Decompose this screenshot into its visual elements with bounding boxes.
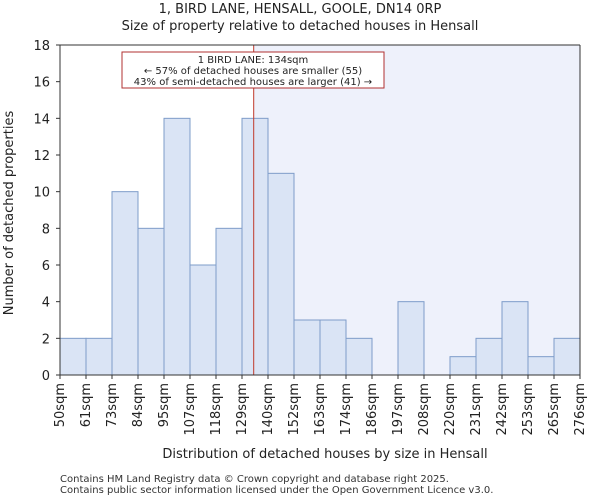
histogram-bar xyxy=(501,301,529,376)
x-tick-label: 242sqm xyxy=(495,383,510,436)
x-tick-label: 152sqm xyxy=(287,383,302,436)
histogram-bar xyxy=(59,337,87,376)
x-tick-label: 50sqm xyxy=(53,383,68,427)
x-tick-label: 276sqm xyxy=(573,383,588,436)
annotation-box xyxy=(121,51,385,89)
histogram-bar xyxy=(319,319,347,376)
x-tick-label: 253sqm xyxy=(521,383,536,436)
x-tick-label: 231sqm xyxy=(469,383,484,436)
footer-copyright: Contains HM Land Registry data © Crown c… xyxy=(60,474,449,485)
histogram-bar xyxy=(189,264,217,376)
x-tick-label: 174sqm xyxy=(339,383,354,436)
y-tick-label: 0 xyxy=(42,369,50,384)
x-tick-label: 107sqm xyxy=(183,383,198,436)
annotation-title: 1 BIRD LANE: 134sqm xyxy=(198,55,309,66)
x-tick-label: 73sqm xyxy=(105,383,120,427)
annotation-larger: 43% of semi-detached houses are larger (… xyxy=(134,77,372,88)
y-tick-label: 4 xyxy=(42,296,50,311)
footer-licence: Contains public sector information licen… xyxy=(60,485,494,496)
histogram-bar xyxy=(241,117,269,376)
histogram-bar xyxy=(397,301,425,376)
x-tick-label: 95sqm xyxy=(157,383,172,427)
x-tick-label: 163sqm xyxy=(313,383,328,436)
histogram-bar xyxy=(267,172,295,376)
x-tick-label: 197sqm xyxy=(391,383,406,436)
x-tick-label: 118sqm xyxy=(209,383,224,436)
x-tick-label: 84sqm xyxy=(131,383,146,427)
x-axis-label: Distribution of detached houses by size … xyxy=(162,447,487,462)
x-tick-label: 208sqm xyxy=(417,383,432,436)
y-tick-label: 10 xyxy=(33,186,50,201)
histogram-bar xyxy=(85,337,113,376)
histogram-bar xyxy=(215,227,243,376)
y-tick-label: 12 xyxy=(33,149,50,164)
x-tick-label: 61sqm xyxy=(79,383,94,427)
x-tick-label: 265sqm xyxy=(547,383,562,436)
histogram-bar xyxy=(449,356,477,376)
y-tick-label: 14 xyxy=(33,112,50,127)
histogram-bar xyxy=(137,227,165,376)
x-tick-label: 186sqm xyxy=(365,383,380,436)
y-axis-label: Number of detached properties xyxy=(2,111,17,316)
chart-title-address: 1, BIRD LANE, HENSALL, GOOLE, DN14 0RP xyxy=(158,2,442,17)
y-tick-label: 18 xyxy=(33,39,50,54)
histogram-bar xyxy=(111,191,139,376)
x-tick-label: 220sqm xyxy=(443,383,458,436)
histogram-bar xyxy=(345,337,373,376)
y-tick-label: 6 xyxy=(42,259,50,274)
y-tick-label: 2 xyxy=(42,332,50,347)
chart-title: Size of property relative to detached ho… xyxy=(121,19,479,34)
histogram-bar xyxy=(163,117,191,376)
y-tick-label: 8 xyxy=(42,222,50,237)
histogram-bar xyxy=(553,337,581,376)
annotation-smaller: ← 57% of detached houses are smaller (55… xyxy=(144,66,362,77)
histogram-bar xyxy=(475,337,503,376)
histogram-bar xyxy=(293,319,321,376)
histogram-bar xyxy=(527,356,555,376)
y-tick-label: 16 xyxy=(33,76,50,91)
x-tick-label: 140sqm xyxy=(261,383,276,436)
x-tick-label: 129sqm xyxy=(235,383,250,436)
